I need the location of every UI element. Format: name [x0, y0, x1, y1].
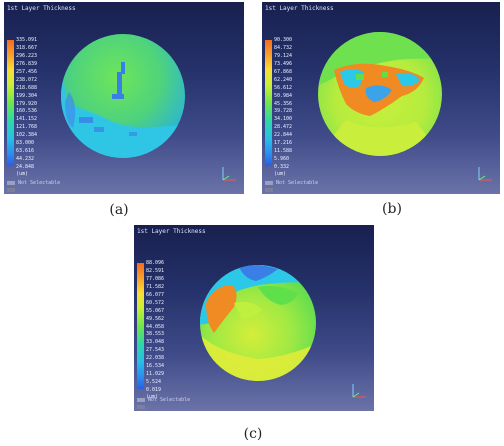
tick-label: 60.572 [146, 299, 165, 306]
tick-label: 79.124 [274, 52, 293, 59]
tick-label: 121.768 [16, 124, 38, 131]
axis-triad-icon [478, 167, 492, 181]
panel-a: 1st Layer Thickness 335.091 318.667 296.… [4, 2, 244, 194]
tick-label: 296.223 [16, 52, 38, 59]
tick-label: 71.582 [146, 283, 165, 290]
tick-label: 141.152 [16, 116, 38, 123]
tick-label: 27.543 [146, 347, 165, 354]
scale-swatch [7, 180, 15, 185]
scale-swatch [265, 180, 273, 185]
panel-c-scale-note: Not Selectable [137, 397, 190, 403]
tick-label: 49.562 [146, 315, 165, 322]
panel-b-bottom-swatch [265, 188, 273, 192]
tick-label: 44.058 [146, 323, 165, 330]
scale-swatch [137, 397, 145, 402]
panel-b-unit: (um) [274, 171, 287, 177]
tick-label: 66.077 [146, 291, 165, 298]
caption-c: (c) [243, 426, 263, 442]
tick-label: 335.091 [16, 37, 38, 43]
panel-b-legend: 90.300 84.732 79.124 73.496 67.868 62.24… [265, 38, 300, 177]
tick-label: 56.612 [274, 84, 293, 91]
tick-label: 276.839 [16, 60, 38, 67]
tick-label: 73.496 [274, 60, 293, 67]
tick-label: 257.456 [16, 68, 38, 75]
axis-triad-icon [222, 167, 236, 181]
tick-label: 39.728 [274, 108, 293, 115]
tick-label: 45.356 [274, 100, 293, 107]
panel-c-legend: 88.096 82.591 77.086 71.582 66.077 60.57… [137, 261, 172, 400]
panel-b-tick-labels: 90.300 84.732 79.124 73.496 67.868 62.24… [274, 38, 300, 170]
tick-label: 22.038 [146, 355, 165, 362]
tick-label: 16.534 [146, 363, 165, 370]
panel-a-sphere [61, 34, 185, 158]
tick-label: 63.616 [16, 148, 35, 155]
tick-label: 5.524 [146, 379, 162, 386]
panel-c-title: 1st Layer Thickness [137, 228, 206, 235]
tick-label: 82.591 [146, 267, 165, 274]
panel-a-title: 1st Layer Thickness [7, 5, 76, 12]
tick-label: 11.029 [146, 371, 165, 378]
tick-label: 102.384 [16, 132, 38, 139]
tick-label: 318.667 [16, 44, 38, 51]
tick-label: 90.300 [274, 37, 293, 43]
tick-label: 83.000 [16, 140, 35, 147]
panel-b-sphere [318, 32, 442, 156]
panel-a-tick-labels: 335.091 318.667 296.223 276.839 257.456 … [16, 38, 42, 170]
tick-label: 160.536 [16, 108, 38, 115]
tick-label: 34.100 [274, 116, 293, 123]
axis-triad-icon [352, 384, 366, 398]
tick-label: 5.960 [274, 156, 290, 163]
tick-label: 28.472 [274, 124, 293, 131]
panel-a-scale-note: Not Selectable [7, 180, 60, 186]
panel-c-sphere [200, 265, 316, 381]
panel-b-scale-note: Not Selectable [265, 180, 318, 186]
tick-label: 67.868 [274, 68, 293, 75]
panel-a-scale-note-text: Not Selectable [18, 180, 61, 186]
panel-a-unit: (um) [16, 171, 29, 177]
tick-label: 24.848 [16, 164, 35, 170]
panel-b-title: 1st Layer Thickness [265, 5, 334, 12]
tick-label: 77.086 [146, 275, 165, 282]
tick-label: 55.067 [146, 307, 165, 314]
panel-c-bottom-swatch [137, 405, 145, 409]
tick-label: 22.844 [274, 132, 293, 139]
panel-c-colorbar [137, 263, 144, 389]
panel-c-tick-labels: 88.096 82.591 77.086 71.582 66.077 60.57… [146, 261, 172, 393]
tick-label: 0.019 [146, 387, 162, 393]
tick-label: 17.216 [274, 140, 293, 147]
tick-label: 0.332 [274, 164, 290, 170]
tick-label: 238.072 [16, 76, 38, 83]
panel-a-bottom-swatch [7, 188, 15, 192]
panel-c-scale-note-text: Not Selectable [148, 397, 191, 403]
panel-b-colorbar [265, 40, 272, 166]
tick-label: 38.553 [146, 331, 165, 338]
tick-label: 88.096 [146, 260, 165, 266]
panel-c-unit: (um) [146, 394, 159, 400]
tick-label: 11.588 [274, 148, 293, 155]
panel-a-colorbar [7, 40, 14, 166]
caption-a: (a) [109, 202, 129, 218]
panel-b: 1st Layer Thickness 90.300 84.732 79.124… [262, 2, 500, 194]
tick-label: 44.232 [16, 156, 35, 163]
tick-label: 218.688 [16, 84, 38, 91]
tick-label: 84.732 [274, 44, 293, 51]
tick-label: 62.240 [274, 76, 293, 83]
tick-label: 33.048 [146, 339, 165, 346]
tick-label: 179.920 [16, 100, 38, 107]
panel-c: 1st Layer Thickness 88.096 82.591 77.086… [134, 225, 374, 411]
panel-a-legend: 335.091 318.667 296.223 276.839 257.456 … [7, 38, 42, 177]
tick-label: 199.304 [16, 92, 38, 99]
tick-label: 50.984 [274, 92, 293, 99]
panel-b-scale-note-text: Not Selectable [276, 180, 319, 186]
caption-b: (b) [382, 201, 402, 217]
